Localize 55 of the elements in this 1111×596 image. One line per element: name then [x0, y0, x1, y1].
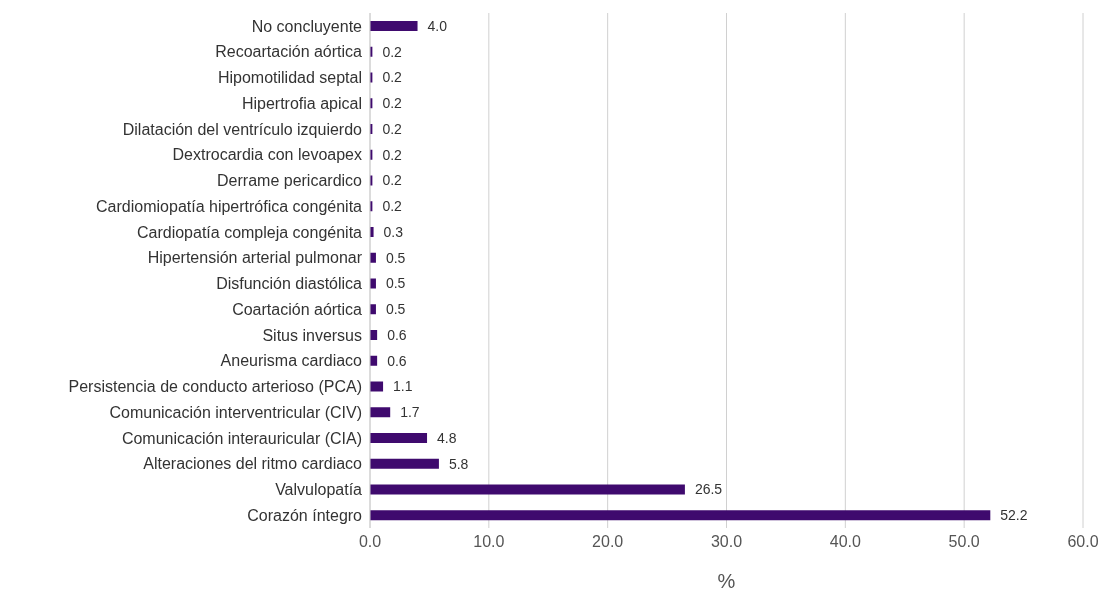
data-label: 52.2 [1000, 507, 1028, 524]
bar [370, 458, 439, 469]
y-tick-label: Coartación aórtica [232, 300, 363, 318]
data-label: 0.2 [382, 172, 403, 189]
y-tick-label: Comunicación interauricular (CIA) [121, 429, 362, 447]
data-label: 0.2 [382, 43, 403, 60]
y-tick-label: Corazón íntegro [247, 506, 363, 524]
data-label: 0.5 [385, 249, 406, 266]
x-tick-label: 30.0 [710, 533, 743, 551]
y-tick-label: Valvulopatía [275, 481, 363, 499]
y-tick-label: Dextrocardia con levoapex [172, 146, 362, 164]
data-label: 4.8 [437, 429, 457, 446]
y-tick-label: Comunicación interventricular (CIV) [109, 403, 362, 421]
y-tick-label: Hipertensión arterial pulmonar [147, 249, 363, 267]
y-tick-label: Dilatación del ventrículo izquierdo [122, 120, 363, 138]
data-label: 0.2 [382, 95, 403, 112]
data-label: 0.6 [387, 352, 407, 369]
bar [370, 510, 991, 521]
bar [370, 407, 391, 418]
y-tick-label: Disfunción diastólica [216, 275, 363, 293]
x-tick-label: 10.0 [473, 533, 505, 551]
data-label: 0.5 [385, 275, 406, 292]
data-label: 0.2 [382, 120, 403, 137]
data-label: 0.6 [387, 326, 407, 343]
y-tick-label: Hipomotilidad septal [217, 69, 362, 87]
x-tick-label: 40.0 [829, 533, 862, 551]
data-label: 5.8 [448, 455, 469, 472]
y-tick-label: Hipertrofia apical [241, 94, 362, 112]
x-tick-label: 20.0 [592, 533, 624, 551]
y-tick-label: Situs inversus [262, 326, 362, 344]
data-label: 1.7 [400, 404, 420, 421]
bar [370, 484, 685, 495]
x-tick-label: 0.0 [358, 533, 382, 551]
data-label: 0.3 [383, 223, 404, 240]
data-label: 26.5 [694, 481, 723, 498]
data-label: 4.0 [427, 17, 448, 34]
data-label: 0.5 [385, 301, 406, 318]
data-label: 1.1 [393, 378, 413, 395]
data-label: 0.2 [382, 146, 403, 163]
data-label: 0.2 [382, 69, 403, 86]
y-tick-label: Persistencia de conducto arterioso (PCA) [68, 378, 362, 396]
bar [370, 433, 428, 443]
y-tick-label: Cardiomiopatía hipertrófica congénita [96, 197, 363, 215]
y-tick-label: No concluyente [251, 17, 363, 35]
y-tick-label: Derrame pericardico [217, 172, 363, 190]
y-tick-label: Cardiopatía compleja congénita [136, 223, 363, 241]
data-label: 0.2 [382, 198, 403, 215]
y-tick-label: Recoartación aórtica [215, 43, 363, 61]
x-tick-label: 50.0 [948, 533, 980, 551]
y-tick-label: Aneurisma cardiaco [220, 352, 363, 370]
bar [370, 381, 384, 392]
bar [370, 21, 418, 31]
y-tick-label: Alteraciones del ritmo cardiaco [143, 455, 363, 473]
x-tick-label: 60.0 [1067, 533, 1099, 551]
x-axis-title: % [717, 570, 736, 592]
